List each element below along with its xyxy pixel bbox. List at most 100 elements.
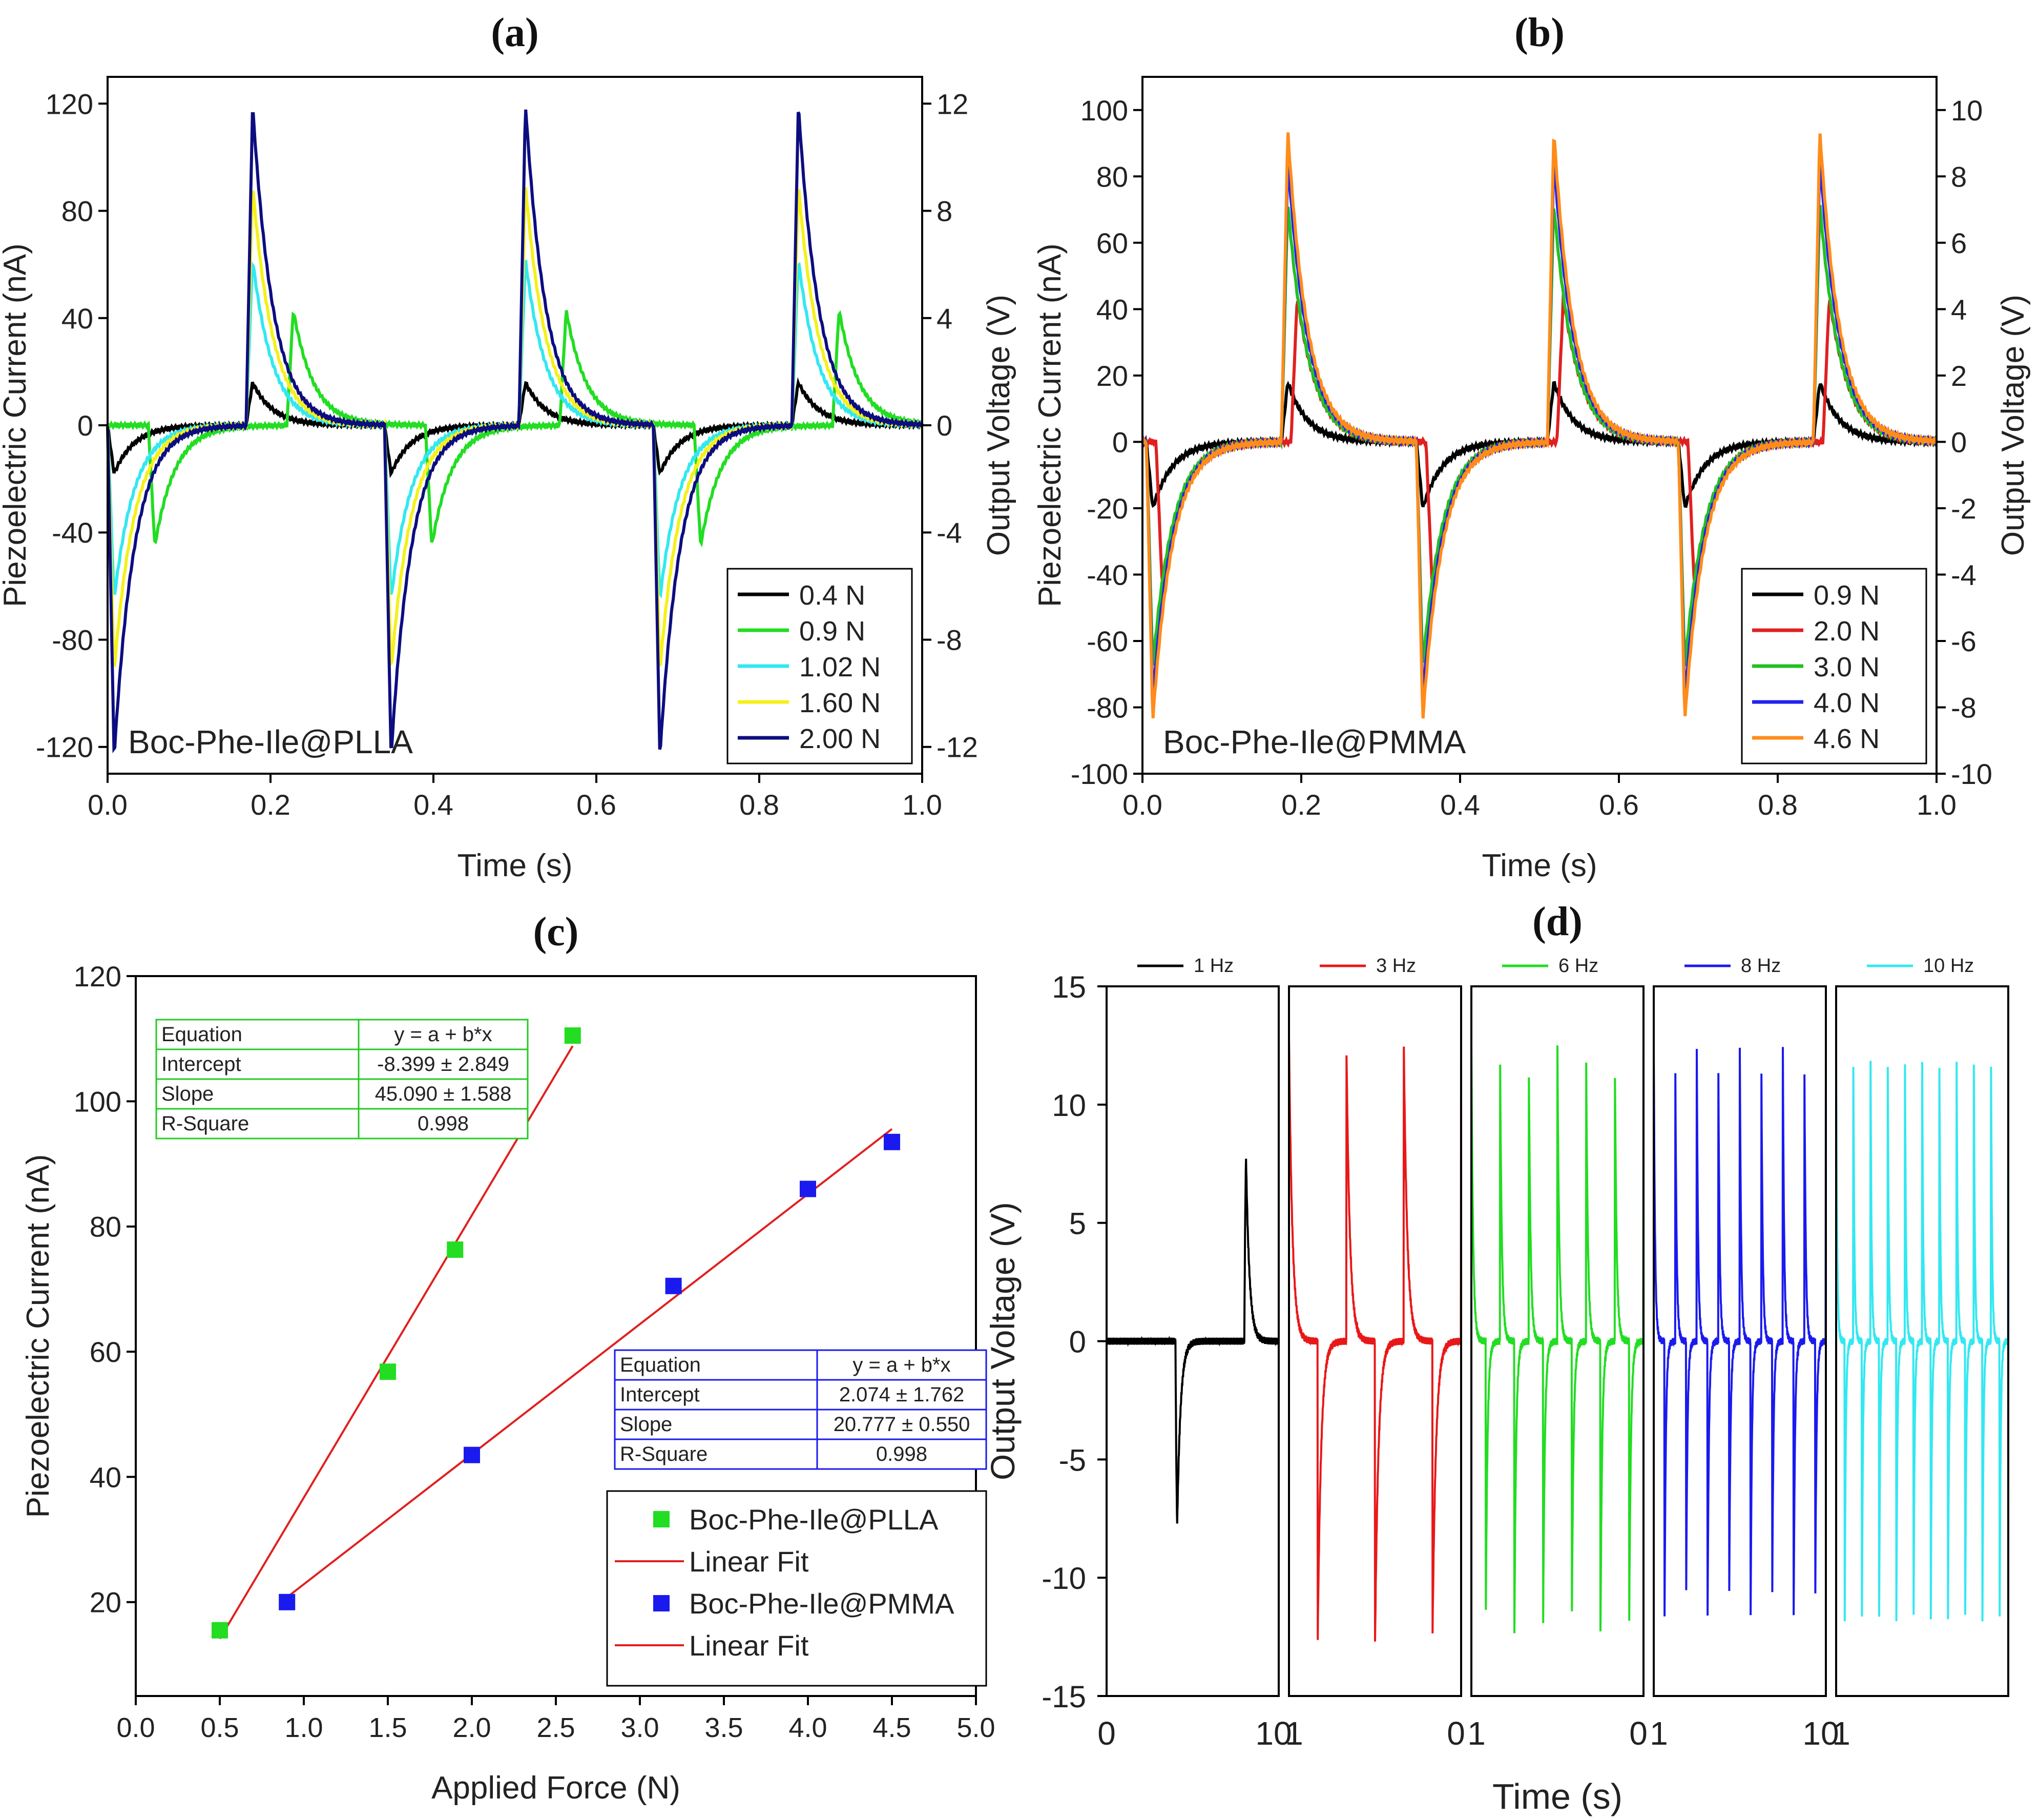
y-tick-label: 60	[90, 1336, 121, 1368]
panel-label: (d)	[1532, 899, 1583, 944]
data-point	[447, 1241, 464, 1258]
y-tick-label: 0	[1112, 426, 1128, 458]
y-right-tick-label: 8	[1951, 160, 1967, 193]
x-tick-label: 0	[1447, 1715, 1465, 1752]
legend-label: 1.02 N	[799, 652, 881, 682]
fit-table-cell	[358, 1078, 529, 1110]
legend-label: Linear Fit	[689, 1545, 809, 1578]
panel-c: (c) 0.0 0.5 1.0 1.5 2.0 2.5 3.0 3.5 4.0 4.5 5.0 20 40…	[20, 909, 995, 1806]
legend-label: Boc-Phe-Ile@PMMA	[689, 1587, 954, 1620]
y-right-tick-label: -4	[1951, 559, 1976, 591]
legend-label: 0.9 N	[1814, 580, 1880, 611]
legend-swatch	[653, 1595, 670, 1611]
data-point	[380, 1363, 396, 1380]
fit-table-text: Intercept	[620, 1383, 700, 1406]
y-tick-label: 80	[1096, 160, 1128, 193]
legend-swatch	[653, 1511, 670, 1527]
x-axis-label: Time (s)	[1482, 848, 1597, 883]
x-tick-label: 1.0	[1917, 789, 1957, 821]
y-right-tick-label: 4	[937, 302, 952, 335]
fit-table-text: 20.777 ± 0.550	[834, 1413, 970, 1436]
y-tick-label: -40	[1087, 559, 1128, 591]
x-tick-label: 0.6	[1599, 789, 1639, 821]
y-axis-label: Output Voltage (V)	[984, 1202, 1022, 1480]
fit-table-text: Equation	[620, 1354, 701, 1376]
data-point	[464, 1446, 480, 1463]
y-right-tick-label: 0	[1951, 426, 1967, 458]
y-tick-label: 100	[74, 1085, 121, 1118]
data-point	[884, 1133, 900, 1150]
panel-label: (a)	[491, 10, 538, 55]
fit-table-text: -8.399 ± 2.849	[377, 1053, 509, 1076]
y-tick-label: 120	[46, 88, 93, 120]
y-right-tick-label: -8	[937, 624, 962, 656]
y-right-axis-label: Output Voltage (V)	[981, 295, 1016, 556]
y-tick-label: -40	[52, 516, 93, 549]
subpanel-frame	[1470, 985, 1645, 1697]
y-tick-label: 15	[1052, 970, 1086, 1004]
series-line-1-Hz	[1106, 1159, 1280, 1524]
fit-table-text: 0.998	[418, 1112, 469, 1135]
y-right-tick-label: -4	[937, 516, 962, 549]
subpanel-frame	[1835, 985, 2009, 1697]
x-tick-label: 2.5	[536, 1712, 575, 1743]
fit-table-text: y = a + b*x	[394, 1023, 492, 1046]
series-line-2-00-N	[106, 109, 924, 754]
y-tick-label: 20	[90, 1586, 121, 1619]
fit-table-cell	[614, 1409, 818, 1440]
y-tick-label: 60	[1096, 227, 1128, 259]
y-right-tick-label: 4	[1951, 293, 1967, 325]
x-tick-label: 0.0	[88, 789, 128, 821]
legend-box	[606, 1490, 987, 1687]
y-tick-label: -20	[1087, 492, 1128, 525]
y-right-tick-label: 8	[937, 195, 952, 228]
y-right-tick-label: -10	[1951, 758, 1992, 790]
fit-table-cell	[614, 1438, 818, 1470]
fit-table-cell	[816, 1349, 987, 1381]
panel-a: (a)0.0 0.2 0.4 0.6 0.8 1.0-120-80-4004080120-…	[0, 10, 1016, 883]
y-tick-label: -80	[52, 624, 93, 656]
x-tick-label: 10	[1255, 1715, 1292, 1752]
x-tick-label: 0.0	[116, 1712, 155, 1743]
legend-label: 3.0 N	[1814, 652, 1880, 682]
y-tick-label: -100	[1071, 758, 1128, 790]
y-tick-label: -15	[1042, 1680, 1086, 1714]
x-tick-label: 3.5	[704, 1712, 743, 1743]
legend-label: Boc-Phe-Ile@PLLA	[689, 1503, 939, 1536]
panel-b: (b)0.0 0.2 0.4 0.6 0.8 1.0-100-80-60-40-20020…	[1032, 10, 2031, 883]
legend-label: 2.00 N	[799, 723, 881, 754]
fit-table-text: Slope	[161, 1083, 214, 1105]
legend-label: 4.0 N	[1814, 688, 1880, 718]
y-tick-label: -80	[1087, 691, 1128, 723]
y-right-tick-label: 2	[1951, 360, 1967, 392]
x-tick-label: 1	[1832, 1715, 1850, 1752]
legend-label: 0.9 N	[799, 616, 865, 647]
sample-annotation: Boc-Phe-Ile@PMMA	[1163, 723, 1466, 760]
x-tick-label: 1.5	[368, 1712, 407, 1743]
legend-label: 1.60 N	[799, 688, 881, 718]
sample-annotation: Boc-Phe-Ile@PLLA	[128, 723, 413, 760]
x-tick-label: 0	[1629, 1715, 1648, 1752]
x-tick-label: 1	[1285, 1715, 1303, 1752]
fit-table-cell	[358, 1048, 529, 1080]
x-tick-label: 0.6	[576, 789, 616, 821]
y-tick-label: 100	[1080, 94, 1128, 127]
x-tick-label: 1.0	[284, 1712, 323, 1743]
x-axis-label: Time (s)	[1492, 1776, 1622, 1816]
data-point	[564, 1027, 581, 1044]
series-line-4-6-N	[1141, 132, 1938, 719]
y-tick-label: 40	[90, 1461, 121, 1493]
fit-table-text: 0.998	[876, 1443, 927, 1465]
fit-table-cell	[816, 1409, 987, 1440]
y-tick-label: -120	[36, 731, 93, 763]
x-tick-label: 0.2	[251, 789, 290, 821]
y-right-tick-label: 6	[1951, 227, 1967, 259]
x-tick-label: 4.5	[872, 1712, 911, 1743]
subpanel-frame	[1288, 985, 1462, 1697]
x-tick-label: 1	[1650, 1715, 1668, 1752]
x-tick-label: 0	[1097, 1715, 1116, 1752]
series-line-3-Hz	[1288, 1035, 1462, 1642]
fit-table-cell	[358, 1108, 529, 1140]
fit-table-text: Equation	[161, 1023, 242, 1046]
